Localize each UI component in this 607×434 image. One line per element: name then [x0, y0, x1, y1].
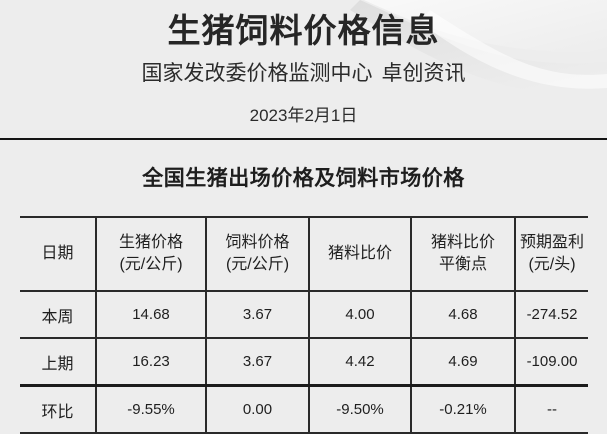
column-header-hog-feed-ratio: 猪料比价: [308, 216, 411, 292]
cell-expected-profit: --: [514, 385, 588, 434]
column-header-expected-profit-line2: (元/头): [528, 256, 576, 273]
column-header-ratio-breakeven-line2: 平衡点: [438, 256, 487, 273]
column-header-feed-price: 饲料价格 (元/公斤): [205, 216, 309, 292]
column-header-hog-price: 生猪价格 (元/公斤): [95, 216, 206, 292]
column-header-hog-feed-ratio-line1: 猪料比价: [327, 245, 392, 262]
cell-feed-price: 3.67: [205, 338, 309, 387]
header-banner: 生猪饲料价格信息 国家发改委价格监测中心 卓创资讯 2023年2月1日: [0, 0, 607, 140]
subtitle-source: 卓创资讯: [381, 62, 466, 85]
cell-ratio-breakeven: 4.69: [410, 338, 515, 387]
price-table-container: 日期 生猪价格 (元/公斤) 饲料价格 (元/公斤) 猪料比价 猪料比价: [20, 216, 588, 434]
price-table: 日期 生猪价格 (元/公斤) 饲料价格 (元/公斤) 猪料比价 猪料比价: [20, 216, 588, 434]
cell-hog-feed-ratio: -9.50%: [308, 385, 411, 434]
row-label-current-week: 本周: [20, 291, 96, 339]
cell-hog-price: -9.55%: [95, 385, 206, 434]
cell-feed-price: 3.67: [205, 291, 309, 339]
cell-ratio-breakeven: -0.21%: [410, 385, 515, 434]
cell-hog-price: 16.23: [95, 338, 206, 387]
cell-hog-feed-ratio: 4.42: [308, 338, 411, 387]
cell-expected-profit: -274.52: [514, 291, 588, 339]
column-header-feed-price-line1: 饲料价格: [225, 234, 290, 251]
table-header-row: 日期 生猪价格 (元/公斤) 饲料价格 (元/公斤) 猪料比价 猪料比价: [20, 216, 588, 292]
cell-expected-profit: -109.00: [514, 338, 588, 387]
column-header-ratio-breakeven: 猪料比价 平衡点: [410, 216, 515, 292]
column-header-ratio-breakeven-line1: 猪料比价: [430, 234, 495, 251]
row-label-previous-period: 上期: [20, 338, 96, 387]
row-label-change: 环比: [20, 385, 96, 434]
page-title: 生猪饲料价格信息: [167, 12, 440, 49]
header-divider: [0, 138, 607, 140]
column-header-hog-price-line1: 生猪价格: [118, 234, 183, 251]
subtitle-agency: 国家发改委价格监测中心: [141, 62, 373, 85]
column-header-date-line1: 日期: [41, 245, 74, 262]
report-date: 2023年2月1日: [249, 106, 358, 125]
column-header-feed-price-line2: (元/公斤): [225, 256, 290, 273]
column-header-expected-profit-line1: 预期盈利: [519, 234, 584, 251]
column-header-hog-price-line2: (元/公斤): [119, 256, 183, 273]
table-row: 上期 16.23 3.67 4.42 4.69 -109.00: [20, 338, 588, 387]
table-body: 本周 14.68 3.67 4.00 4.68 -274.52 上期 16.23…: [20, 291, 588, 434]
cell-ratio-breakeven: 4.68: [410, 291, 515, 339]
column-header-date: 日期: [20, 216, 96, 292]
cell-feed-price: 0.00: [205, 385, 309, 434]
section-title: 全国生猪出场价格及饲料市场价格: [142, 167, 465, 190]
header-subtitle: 国家发改委价格监测中心 卓创资讯: [0, 60, 607, 88]
table-head: 日期 生猪价格 (元/公斤) 饲料价格 (元/公斤) 猪料比价 猪料比价: [20, 216, 588, 292]
column-header-expected-profit: 预期盈利 (元/头): [514, 216, 588, 292]
cell-hog-price: 14.68: [95, 291, 206, 339]
table-row: 本周 14.68 3.67 4.00 4.68 -274.52: [20, 291, 588, 339]
cell-hog-feed-ratio: 4.00: [308, 291, 411, 339]
table-row: 环比 -9.55% 0.00 -9.50% -0.21% --: [20, 385, 588, 434]
